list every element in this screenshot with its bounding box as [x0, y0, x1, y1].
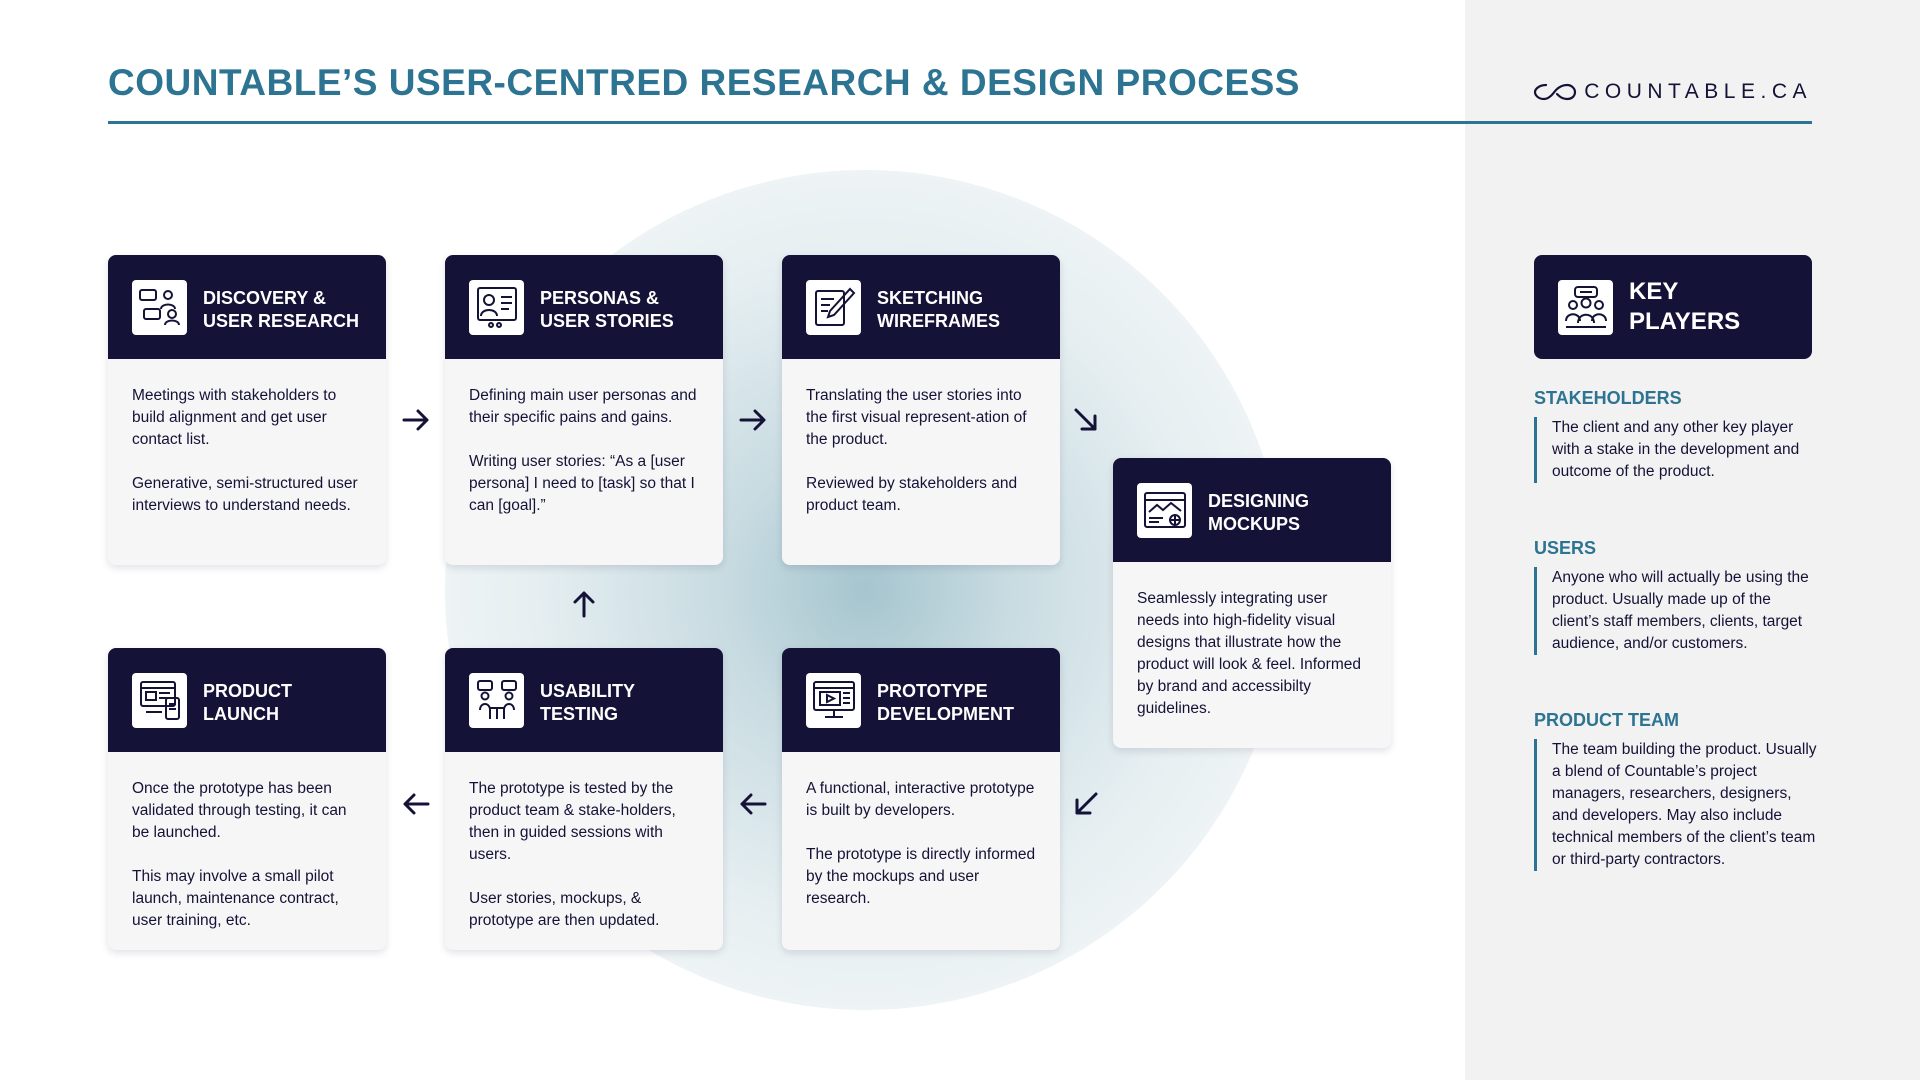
key-player-description: Anyone who will actually be using the pr…	[1534, 567, 1819, 655]
title-divider	[108, 121, 1812, 124]
persona-profile-icon	[469, 279, 524, 335]
pencil-sketch-icon	[806, 279, 861, 335]
step-card-header: DESIGNING MOCKUPS	[1113, 458, 1391, 562]
step-paragraph: Defining main user personas and their sp…	[469, 387, 697, 426]
step-paragraph: Reviewed by stakeholders and product tea…	[806, 475, 1018, 514]
arrow-up-icon	[573, 591, 595, 618]
team-group-icon	[1558, 279, 1613, 335]
step-paragraph: The prototype is tested by the product t…	[469, 780, 676, 863]
step-paragraph: Writing user stories: “As a [user person…	[469, 453, 695, 514]
step-card-discovery: DISCOVERY & USER RESEARCH Meetings with …	[108, 255, 386, 565]
step-card-mockups: DESIGNING MOCKUPS Seamlessly integrating…	[1113, 458, 1391, 748]
countable-logo: COUNTABLE.CA	[1532, 80, 1812, 104]
key-players-title: KEY PLAYERS	[1629, 278, 1741, 335]
step-card-header: PERSONAS & USER STORIES	[445, 255, 723, 359]
arrow-down-right-icon	[1074, 408, 1097, 431]
step-paragraph: The prototype is directly informed by th…	[806, 846, 1036, 907]
step-paragraph: Translating the user stories into the fi…	[806, 387, 1027, 448]
step-card-prototype: PROTOTYPE DEVELOPMENT A functional, inte…	[782, 648, 1060, 950]
step-description: Seamlessly integrating user needs into h…	[1113, 562, 1391, 742]
key-player-description: The client and any other key player with…	[1534, 417, 1819, 483]
step-description: Once the prototype has been validated th…	[108, 752, 386, 950]
arrow-left-icon	[403, 793, 430, 815]
step-paragraph: Seamlessly integrating user needs into h…	[1137, 590, 1361, 717]
logo-text: COUNTABLE.CA	[1584, 80, 1812, 103]
step-description: Meetings with stakeholders to build alig…	[108, 359, 386, 539]
key-player-heading: PRODUCT TEAM	[1534, 710, 1679, 730]
step-card-sketching: SKETCHING WIREFRAMES Translating the use…	[782, 255, 1060, 565]
step-title: PROTOTYPE DEVELOPMENT	[877, 681, 1015, 724]
step-title: DESIGNING MOCKUPS	[1208, 491, 1310, 534]
step-title: USABILITY TESTING	[540, 681, 636, 724]
step-paragraph: A functional, interactive prototype is b…	[806, 780, 1035, 819]
devices-launch-icon	[132, 672, 187, 728]
key-player-heading: STAKEHOLDERS	[1534, 388, 1682, 408]
infinity-logo-icon	[1534, 83, 1577, 101]
key-players-panel	[1465, 0, 1920, 1080]
step-paragraph: User stories, mockups, & prototype are t…	[469, 890, 660, 929]
step-title: PRODUCT LAUNCH	[203, 681, 292, 724]
step-description: The prototype is tested by the product t…	[445, 752, 723, 950]
step-paragraph: Meetings with stakeholders to build alig…	[132, 387, 337, 448]
step-card-header: SKETCHING WIREFRAMES	[782, 255, 1060, 359]
people-table-icon	[469, 672, 524, 728]
arrow-down-left-icon	[1075, 792, 1098, 815]
step-card-usability: USABILITY TESTING The prototype is teste…	[445, 648, 723, 950]
step-description: A functional, interactive prototype is b…	[782, 752, 1060, 932]
step-card-header: PRODUCT LAUNCH	[108, 648, 386, 752]
chat-people-icon	[132, 279, 187, 335]
key-player-description: The team building the product. Usually a…	[1534, 739, 1819, 871]
step-card-header: PROTOTYPE DEVELOPMENT	[782, 648, 1060, 752]
key-player-users: USERS Anyone who will actually be using …	[1534, 538, 1819, 655]
arrow-right-icon	[402, 409, 429, 431]
step-card-launch: PRODUCT LAUNCH Once the prototype has be…	[108, 648, 386, 950]
step-description: Translating the user stories into the fi…	[782, 359, 1060, 539]
key-player-product-team: PRODUCT TEAM The team building the produ…	[1534, 710, 1819, 871]
step-paragraph: Generative, semi-structured user intervi…	[132, 475, 358, 514]
key-player-stakeholders: STAKEHOLDERS The client and any other ke…	[1534, 388, 1819, 483]
arrow-right-icon	[739, 409, 766, 431]
arrow-left-icon	[740, 793, 767, 815]
step-title: SKETCHING WIREFRAMES	[877, 288, 1000, 331]
step-title: DISCOVERY & USER RESEARCH	[203, 288, 360, 331]
monitor-video-icon	[806, 672, 861, 728]
step-card-header: USABILITY TESTING	[445, 648, 723, 752]
key-player-heading: USERS	[1534, 538, 1597, 558]
page-title: COUNTABLE’S USER-CENTRED RESEARCH & DESI…	[108, 62, 1300, 103]
key-players-card: KEY PLAYERS	[1534, 255, 1812, 359]
step-card-personas: PERSONAS & USER STORIES Defining main us…	[445, 255, 723, 565]
step-card-header: DISCOVERY & USER RESEARCH	[108, 255, 386, 359]
step-description: Defining main user personas and their sp…	[445, 359, 723, 539]
step-paragraph: This may involve a small pilot launch, m…	[132, 868, 339, 929]
browser-mockup-icon	[1137, 482, 1192, 538]
step-paragraph: Once the prototype has been validated th…	[132, 780, 347, 841]
step-title: PERSONAS & USER STORIES	[540, 288, 674, 331]
